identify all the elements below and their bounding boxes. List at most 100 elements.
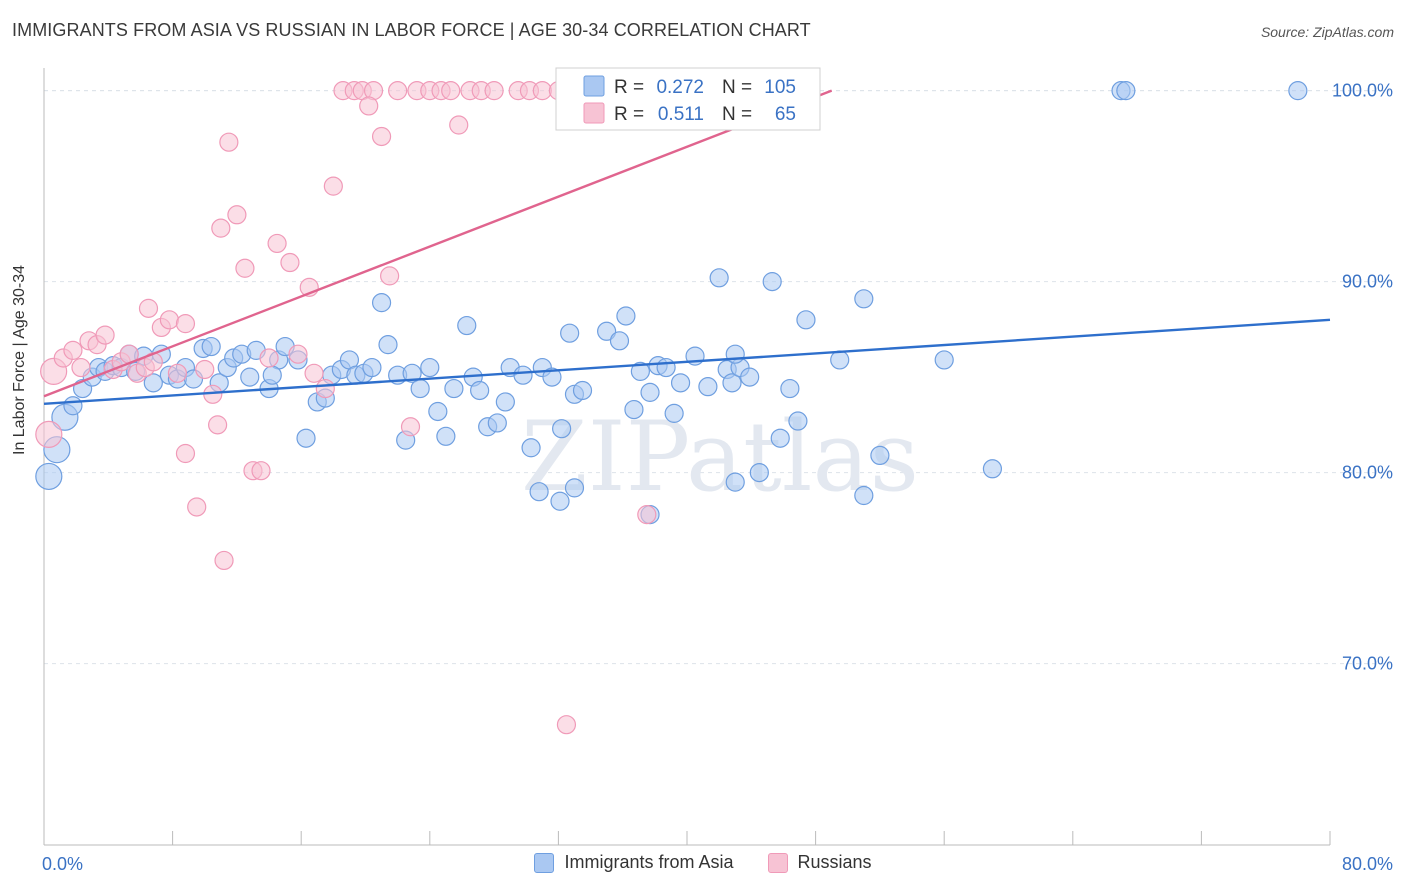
legend-swatch-russians [767, 852, 788, 873]
point-russians [532, 81, 552, 101]
point-asia [35, 462, 63, 491]
point-russians [159, 310, 179, 330]
point-asia [296, 428, 316, 448]
point-asia [698, 377, 718, 397]
point-russians [251, 461, 271, 481]
point-asia [240, 367, 260, 387]
point-asia [722, 373, 742, 393]
point-asia [362, 357, 382, 378]
point-asia [378, 335, 398, 355]
point-asia [609, 331, 630, 351]
data-points [35, 81, 1308, 735]
point-asia [552, 419, 572, 439]
point-russians [187, 497, 207, 517]
stats-legend: R = 0.272 N = 105 R = 0.511 N = 65 [555, 67, 821, 131]
source-credit: Source: ZipAtlas.com [1260, 24, 1394, 40]
point-asia [444, 378, 464, 399]
point-russians [280, 252, 300, 273]
point-asia [143, 373, 163, 393]
stats-r-value: 0.272 [656, 77, 704, 98]
y-tick-label: 70.0% [1342, 654, 1393, 674]
point-russians [35, 420, 63, 449]
point-asia [63, 396, 83, 416]
point-asia [770, 428, 790, 448]
point-russians [95, 325, 115, 345]
point-asia [854, 289, 874, 309]
point-russians [556, 715, 577, 735]
stats-n-value: 105 [764, 77, 796, 98]
point-asia [402, 363, 422, 383]
point-asia [410, 378, 430, 399]
point-russians [400, 417, 421, 437]
legend-label-russians: Russians [797, 852, 872, 872]
point-asia [521, 438, 541, 458]
legend-item-russians: Russians [767, 852, 872, 873]
point-asia [624, 399, 644, 420]
point-asia [262, 365, 282, 385]
point-asia [564, 478, 585, 498]
point-asia [796, 310, 816, 330]
point-asia [420, 357, 440, 378]
point-russians [259, 348, 279, 368]
point-asia [640, 382, 660, 402]
stats-n-label: N = [722, 104, 752, 125]
point-russians [380, 266, 400, 286]
point-asia [780, 378, 800, 399]
point-asia [870, 445, 890, 466]
point-russians [175, 443, 196, 464]
x-tick-label-max: 80.0% [1342, 854, 1393, 874]
tick-labels: 70.0% 80.0% 90.0% 100.0% 0.0% 80.0% [42, 81, 1393, 874]
point-russians [63, 340, 83, 360]
point-asia [550, 491, 570, 511]
axes [43, 68, 1331, 846]
point-asia [436, 426, 456, 446]
bottom-legend: Immigrants from Asia Russians [0, 852, 1406, 873]
point-russians [219, 132, 239, 152]
chart-title: IMMIGRANTS FROM ASIA VS RUSSIAN IN LABOR… [12, 20, 811, 40]
point-russians [484, 81, 504, 101]
point-asia [725, 344, 745, 364]
point-asia [542, 367, 562, 387]
stats-swatch [583, 102, 605, 124]
point-russians [208, 415, 228, 435]
stats-r-label: R = [614, 104, 644, 125]
point-asia [529, 482, 549, 502]
point-asia [982, 459, 1003, 479]
point-asia [788, 411, 808, 431]
point-asia [513, 365, 533, 385]
point-asia [495, 392, 515, 412]
stats-swatch [583, 75, 605, 97]
point-asia [470, 380, 490, 401]
trend-line-russians [43, 89, 833, 398]
point-asia [457, 315, 477, 336]
point-asia [749, 462, 769, 483]
point-asia [597, 321, 617, 341]
y-tick-label: 80.0% [1342, 463, 1393, 483]
point-russians [371, 126, 392, 147]
point-russians [175, 314, 196, 334]
point-russians [195, 359, 215, 380]
point-asia [740, 367, 760, 387]
point-russians [323, 176, 343, 196]
point-asia [934, 350, 954, 370]
point-asia [572, 380, 593, 401]
y-axis-label: In Labor Force | Age 30-34 [11, 264, 28, 455]
trend-lines [43, 89, 1331, 406]
point-russians [214, 550, 234, 571]
point-russians [235, 258, 255, 278]
point-russians [227, 205, 247, 225]
stats-r-value: 0.511 [658, 104, 704, 125]
point-asia [201, 336, 221, 357]
point-asia [664, 403, 684, 423]
point-russians [359, 96, 379, 116]
y-tick-label: 100.0% [1332, 81, 1393, 101]
point-asia [1116, 81, 1136, 101]
legend-label-asia: Immigrants from Asia [564, 852, 734, 872]
stats-n-value: 65 [775, 104, 796, 125]
point-russians [441, 81, 461, 101]
point-asia [487, 413, 507, 433]
point-asia [762, 272, 782, 292]
point-asia [630, 361, 650, 381]
trend-line-asia [43, 318, 1331, 406]
